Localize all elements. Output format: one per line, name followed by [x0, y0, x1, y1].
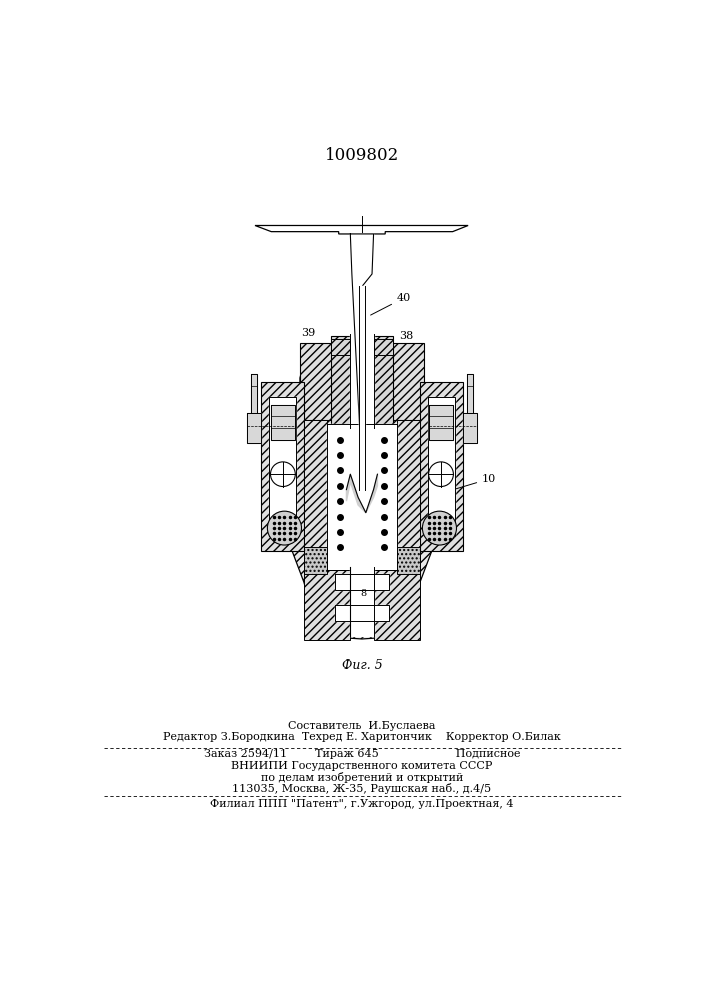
Text: 8: 8 [361, 589, 366, 598]
Text: ВНИИПИ Государственного комитета СССР: ВНИИПИ Государственного комитета СССР [231, 761, 493, 771]
Polygon shape [429, 405, 453, 440]
Bar [304, 547, 327, 574]
Circle shape [428, 462, 453, 487]
Bar [420, 382, 462, 551]
Circle shape [267, 511, 301, 545]
Polygon shape [351, 234, 373, 490]
Text: Составитель  И.Буслаева: Составитель И.Буслаева [288, 721, 436, 731]
Polygon shape [359, 286, 365, 490]
Text: 40: 40 [370, 293, 411, 315]
Bar [397, 420, 420, 574]
Polygon shape [462, 413, 477, 443]
Polygon shape [335, 574, 389, 590]
Polygon shape [351, 567, 373, 636]
Polygon shape [428, 397, 455, 536]
Text: Заказ 2594/11        Тираж 645                      Подписное: Заказ 2594/11 Тираж 645 Подписное [204, 749, 520, 759]
Text: по делам изобретений и открытий: по делам изобретений и открытий [261, 772, 463, 783]
Polygon shape [269, 397, 296, 536]
Bar [300, 343, 362, 420]
Polygon shape [251, 374, 257, 413]
Text: Филиал ППП "Патент", г.Ужгород, ул.Проектная, 4: Филиал ППП "Патент", г.Ужгород, ул.Проек… [210, 799, 514, 809]
Text: 10: 10 [456, 474, 496, 489]
Bar [304, 420, 327, 574]
Bar [373, 339, 393, 355]
Text: 39: 39 [301, 328, 316, 338]
Bar [331, 339, 351, 355]
Bar [261, 382, 304, 551]
Text: Редактор З.Бородкина  Техред Е. Харитончик    Корректор О.Билак: Редактор З.Бородкина Техред Е. Харитончи… [163, 732, 561, 742]
Bar [304, 570, 351, 640]
Text: 1009802: 1009802 [325, 147, 399, 164]
Circle shape [271, 462, 296, 487]
Polygon shape [346, 474, 378, 513]
Polygon shape [327, 424, 397, 570]
Polygon shape [247, 413, 261, 443]
Polygon shape [351, 334, 373, 428]
Polygon shape [335, 605, 389, 620]
Polygon shape [271, 405, 295, 440]
Text: Фиг. 5: Фиг. 5 [341, 659, 382, 672]
Polygon shape [255, 225, 468, 234]
Circle shape [422, 511, 457, 545]
Text: 38: 38 [399, 331, 414, 341]
Polygon shape [269, 343, 455, 639]
Text: 113035, Москва, Ж-35, Раушская наб., д.4/5: 113035, Москва, Ж-35, Раушская наб., д.4… [233, 783, 491, 794]
Bar [331, 336, 393, 424]
Bar [373, 570, 420, 640]
Bar [397, 547, 420, 574]
Bar [362, 343, 424, 420]
Polygon shape [467, 374, 473, 413]
